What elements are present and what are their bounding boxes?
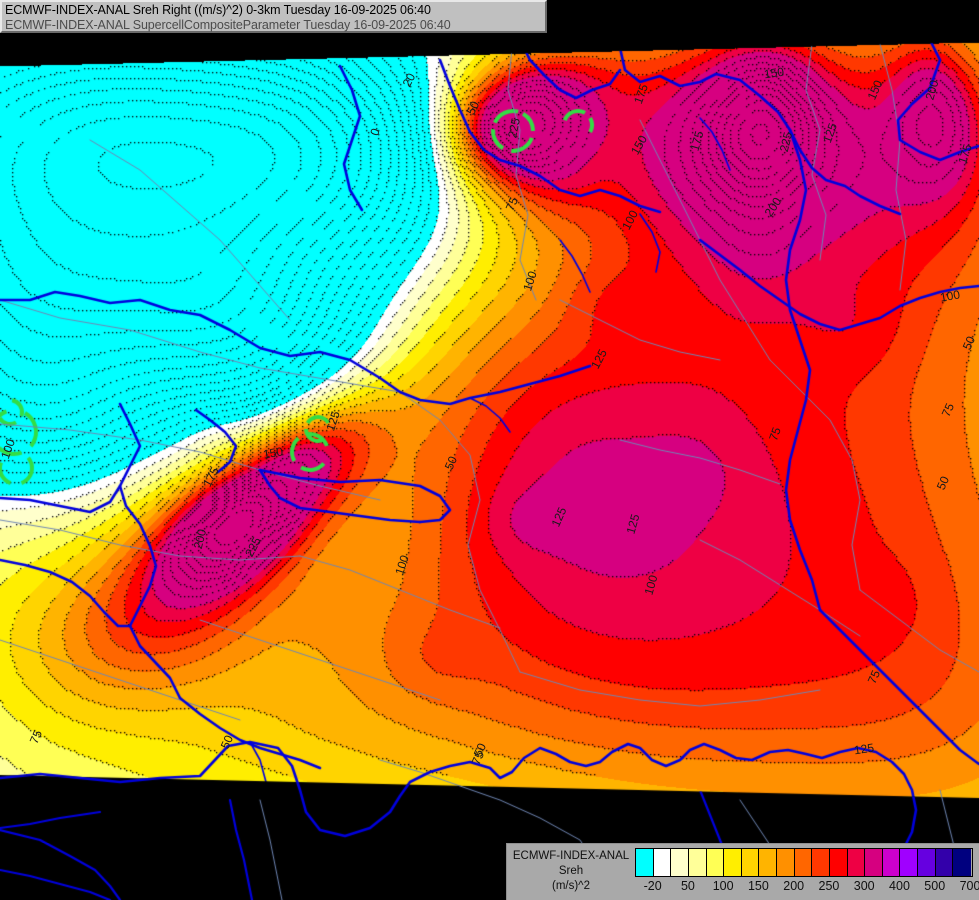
legend-swatch-4[interactable] [706, 849, 725, 876]
legend-source: ECMWF-INDEX-ANAL [512, 850, 630, 862]
legend-tick-500: 500 [924, 879, 946, 893]
legend-tick-300: 300 [853, 879, 875, 893]
legend-swatch-18[interactable] [953, 849, 971, 876]
title-line-secondary: ECMWF-INDEX-ANAL SupercellCompositeParam… [5, 18, 451, 32]
legend-swatch-15[interactable] [900, 849, 918, 876]
legend-swatch-12[interactable] [847, 849, 866, 876]
legend-swatch-13[interactable] [865, 849, 883, 876]
legend-tick-400: 400 [889, 879, 910, 893]
legend-tick-200: 200 [783, 879, 805, 893]
legend-swatch-0[interactable] [636, 849, 654, 876]
legend-swatch-strip[interactable] [635, 848, 973, 877]
legend-variable: Sreh [558, 865, 584, 877]
legend-swatch-7[interactable] [759, 849, 777, 876]
legend-swatch-11[interactable] [829, 849, 848, 876]
legend-swatch-6[interactable] [741, 849, 760, 876]
legend-swatch-2[interactable] [671, 849, 689, 876]
legend-tick-150: 150 [747, 879, 769, 893]
legend-swatch-14[interactable] [882, 849, 901, 876]
legend-tick-250: 250 [818, 879, 840, 893]
legend-swatch-16[interactable] [918, 849, 936, 876]
legend-tick-row: -20 50 100 150 200 250 300 400 500 700 [635, 879, 979, 897]
legend-tick-700: 700 [959, 879, 979, 893]
legend-swatch-5[interactable] [724, 849, 742, 876]
legend-swatch-1[interactable] [653, 849, 672, 876]
legend-tick-100: 100 [712, 879, 734, 893]
legend-units: (m/s)^2 [552, 880, 590, 892]
legend-caption: ECMWF-INDEX-ANAL Sreh (m/s)^2 [507, 844, 635, 894]
map-title-box: ECMWF-INDEX-ANAL Sreh Right ((m/s)^2) 0-… [0, 0, 547, 33]
legend-colorbar-box[interactable]: ECMWF-INDEX-ANAL Sreh (m/s)^2 -20 50 100 15… [506, 843, 979, 900]
legend-swatch-3[interactable] [688, 849, 707, 876]
legend-swatch-10[interactable] [812, 849, 830, 876]
legend-tick-50: 50 [680, 879, 695, 893]
legend-scale: -20 50 100 150 200 250 300 400 500 700 [635, 848, 979, 897]
legend-swatch-17[interactable] [935, 849, 954, 876]
legend-tick--20: -20 [643, 879, 662, 893]
title-line-primary: ECMWF-INDEX-ANAL Sreh Right ((m/s)^2) 0-… [5, 3, 431, 17]
legend-swatch-8[interactable] [777, 849, 795, 876]
legend-swatch-9[interactable] [794, 849, 813, 876]
